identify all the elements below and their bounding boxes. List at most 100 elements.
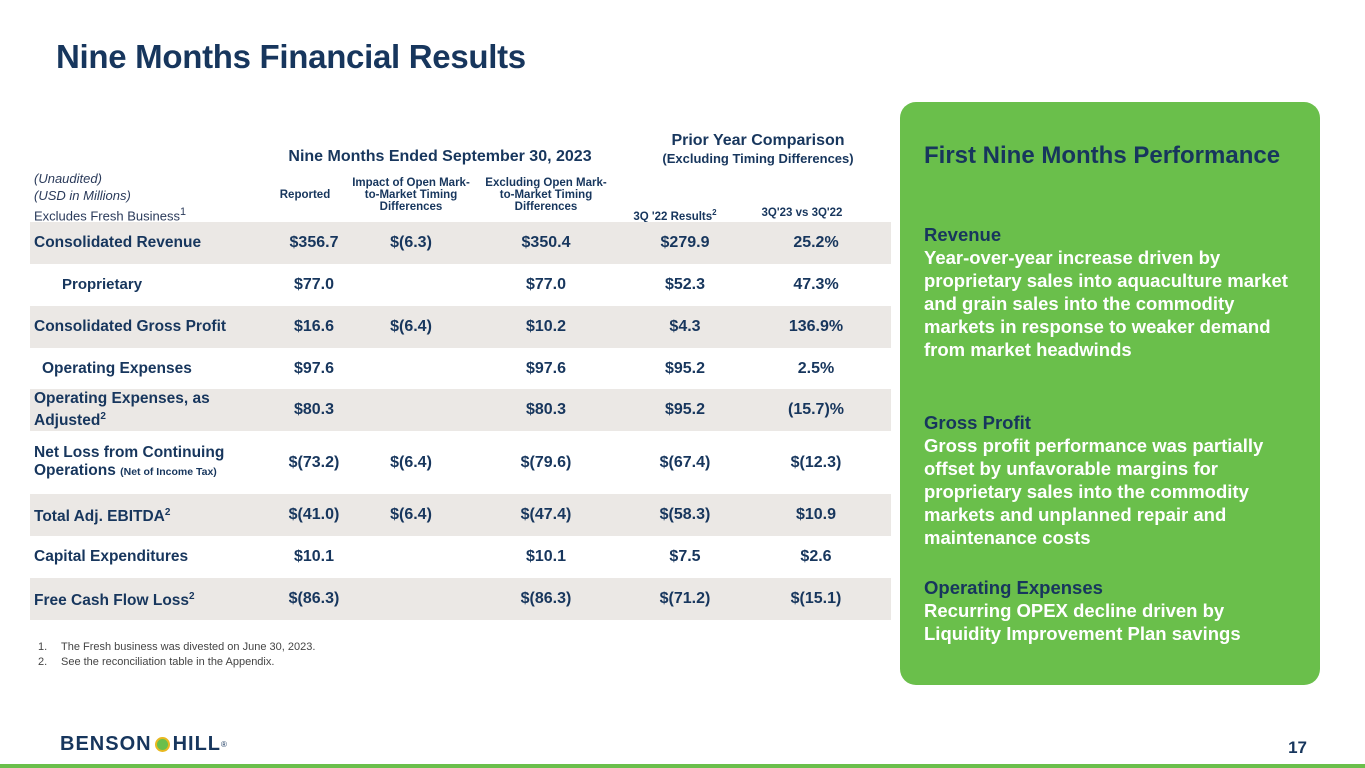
table-meta: (Unaudited) (USD in Millions) Excludes F… bbox=[34, 170, 186, 224]
cell-impact bbox=[348, 348, 474, 389]
cell-vs: 136.9% bbox=[788, 318, 844, 335]
row-label-text: Free Cash Flow Loss bbox=[34, 592, 190, 610]
cell-impact bbox=[348, 536, 474, 578]
footnotes: 1. The Fresh business was divested on Jun… bbox=[38, 640, 315, 670]
prior-year-title: Prior Year Comparison bbox=[671, 132, 845, 149]
cell-vs: 25.2% bbox=[793, 234, 839, 251]
cell-vs: $10.9 bbox=[795, 506, 837, 523]
cell-reported: $10.1 bbox=[293, 548, 335, 565]
cell-reported: $97.6 bbox=[293, 359, 335, 377]
section-body: Recurring OPEX decline driven by Liquidi… bbox=[924, 600, 1241, 644]
group-header-prior-year: Prior Year Comparison (Excluding Timing … bbox=[640, 131, 876, 167]
row-label-text: Capital Expenditures bbox=[34, 548, 189, 565]
col-header-vs: 3Q'23 vs 3Q'22 bbox=[761, 207, 843, 219]
cell-reported: $(41.0) bbox=[288, 506, 340, 523]
cell-reported: $(86.3) bbox=[288, 590, 340, 607]
row-label-text: Net Loss from Continuing Operations bbox=[34, 444, 225, 479]
table-row: Free Cash Flow Loss2 $(86.3) $(86.3) $(7… bbox=[30, 578, 891, 620]
cell-prior: $(71.2) bbox=[659, 590, 711, 607]
table-row: Proprietary $77.0 $77.0 $52.3 47.3% bbox=[30, 264, 891, 306]
row-label-wrap: Free Cash Flow Loss2 bbox=[34, 588, 195, 610]
row-label-text: Operating Expenses bbox=[42, 359, 192, 377]
row-label-wrap: Operating Expenses, as Adjusted2 bbox=[34, 390, 264, 430]
row-label: Operating Expenses bbox=[42, 348, 272, 389]
col-header-3q22: 3Q '22 Results2 bbox=[622, 207, 728, 223]
cell-excluding: $77.0 bbox=[525, 276, 567, 293]
page-title: Nine Months Financial Results bbox=[56, 38, 526, 75]
section-body: Year-over-year increase driven by propri… bbox=[924, 247, 1288, 360]
panel-section-gross-profit: Gross Profit Gross profit performance wa… bbox=[924, 411, 1304, 549]
cell-prior: $(58.3) bbox=[659, 506, 711, 523]
cell-prior: $52.3 bbox=[664, 276, 706, 293]
cell-prior: $4.3 bbox=[669, 318, 701, 335]
meta-unaudited: (Unaudited) bbox=[34, 171, 102, 186]
footnote-item: 1. The Fresh business was divested on Jun… bbox=[38, 640, 315, 655]
table-row: Consolidated Gross Profit $16.6 $(6.4) $… bbox=[30, 306, 891, 348]
cell-impact: $(6.3) bbox=[390, 234, 432, 251]
section-heading: Operating Expenses bbox=[924, 577, 1103, 598]
cell-prior: $7.5 bbox=[669, 548, 701, 565]
cell-vs: $(12.3) bbox=[790, 453, 842, 471]
row-label-text: Operating Expenses, as Adjusted bbox=[34, 389, 210, 430]
section-body: Gross profit performance was partially o… bbox=[924, 435, 1264, 548]
row-label-wrap: Net Loss from Continuing Operations (Net… bbox=[34, 444, 264, 481]
cell-impact: $(6.4) bbox=[390, 318, 432, 335]
cell-excluding: $(79.6) bbox=[520, 453, 572, 471]
row-label-text: Total Adj. EBITDA bbox=[34, 508, 165, 526]
cell-excluding: $10.1 bbox=[525, 548, 567, 565]
cell-impact bbox=[348, 578, 474, 620]
col-header-excluding: Excluding Open Mark-to-Market Timing Dif… bbox=[485, 177, 607, 213]
cell-reported: $356.7 bbox=[289, 234, 339, 251]
footnote-num: 2. bbox=[38, 656, 48, 668]
performance-panel: First Nine Months Performance Revenue Ye… bbox=[900, 102, 1320, 685]
benson-hill-logo: BENSON HILL ® bbox=[60, 733, 228, 756]
row-label-sup: 2 bbox=[189, 590, 195, 602]
cell-prior: $279.9 bbox=[660, 234, 710, 251]
cell-prior: $(67.4) bbox=[659, 453, 711, 471]
footnote-num: 1. bbox=[38, 641, 48, 653]
table-row: Capital Expenditures $10.1 $10.1 $7.5 $2… bbox=[30, 536, 891, 578]
cell-prior: $95.2 bbox=[664, 401, 706, 418]
table-row: Operating Expenses $97.6 $97.6 $95.2 2.5… bbox=[30, 348, 891, 389]
col-header-impact: Impact of Open Mark-to-Market Timing Dif… bbox=[352, 177, 470, 213]
row-label-sup: 2 bbox=[164, 506, 171, 518]
logo-text-left: BENSON bbox=[60, 733, 152, 755]
row-label: Proprietary bbox=[62, 264, 292, 306]
cell-impact: $(6.4) bbox=[390, 506, 432, 523]
col-header-reported: Reported bbox=[279, 189, 331, 201]
cell-reported: $77.0 bbox=[293, 276, 335, 293]
panel-title: First Nine Months Performance bbox=[924, 142, 1281, 169]
cell-vs: (15.7)% bbox=[787, 401, 845, 418]
cell-vs: 2.5% bbox=[797, 359, 835, 377]
row-label-sup: 2 bbox=[100, 410, 106, 422]
row-label: Net Loss from Continuing Operations (Net… bbox=[34, 431, 264, 494]
bottom-accent-bar bbox=[0, 764, 1365, 768]
meta-excludes-text: Excludes Fresh Business bbox=[34, 208, 180, 224]
cell-vs: $(15.1) bbox=[790, 590, 842, 607]
cell-vs: 47.3% bbox=[793, 276, 839, 293]
cell-impact: $(6.4) bbox=[390, 453, 432, 471]
row-label: Free Cash Flow Loss2 bbox=[34, 578, 264, 620]
row-label-text: Consolidated Gross Profit bbox=[34, 318, 227, 335]
table-row: Net Loss from Continuing Operations (Net… bbox=[30, 431, 891, 494]
logo-text-right: HILL bbox=[172, 733, 222, 755]
cell-reported: $(73.2) bbox=[288, 453, 340, 471]
meta-excludes-sup: 1 bbox=[179, 206, 186, 218]
footnote-text: The Fresh business was divested on June … bbox=[61, 641, 316, 653]
row-label: Total Adj. EBITDA2 bbox=[34, 494, 264, 536]
meta-excludes: Excludes Fresh Business1 bbox=[34, 204, 186, 224]
group-header-nine-months: Nine Months Ended September 30, 2023 bbox=[288, 148, 592, 165]
row-label: Consolidated Gross Profit bbox=[34, 306, 264, 348]
footnote-text: See the reconciliation table in the Appe… bbox=[61, 656, 275, 668]
col-header-3q22-sup: 2 bbox=[712, 208, 717, 217]
panel-section-opex: Operating Expenses Recurring OPEX declin… bbox=[924, 576, 1304, 645]
panel-section-revenue: Revenue Year-over-year increase driven b… bbox=[924, 223, 1304, 361]
page-number: 17 bbox=[1288, 738, 1307, 757]
cell-vs: $2.6 bbox=[800, 548, 832, 565]
prior-year-subtitle: (Excluding Timing Differences) bbox=[662, 151, 854, 166]
cell-impact bbox=[348, 264, 474, 306]
cell-excluding: $10.2 bbox=[525, 318, 567, 335]
cell-prior: $95.2 bbox=[664, 359, 706, 377]
row-label-sub: (Net of Income Tax) bbox=[120, 466, 217, 478]
footnote-item: 2. See the reconciliation table in the Ap… bbox=[38, 655, 315, 670]
